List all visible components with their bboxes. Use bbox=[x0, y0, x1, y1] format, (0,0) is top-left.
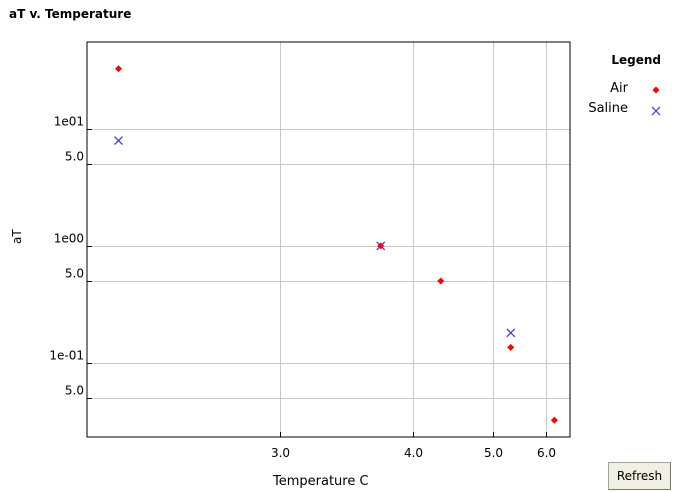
y-tick-label: 1e01 bbox=[54, 115, 84, 129]
data-point-air bbox=[507, 343, 515, 351]
legend-item-saline: Saline bbox=[588, 101, 628, 116]
refresh-button[interactable]: Refresh bbox=[608, 462, 671, 490]
data-point-air bbox=[377, 242, 385, 250]
y-tick-label: 1e-01 bbox=[49, 349, 84, 363]
x-tick-label: 4.0 bbox=[404, 446, 423, 460]
x-tick-label: 6.0 bbox=[537, 446, 556, 460]
y-tick-label: 5.0 bbox=[65, 384, 84, 398]
chart-title: aT v. Temperature bbox=[9, 7, 132, 21]
x-tick-label: 5.0 bbox=[484, 446, 503, 460]
legend-marker-air-icon bbox=[652, 86, 660, 94]
y-tick-label: 5.0 bbox=[65, 267, 84, 281]
y-axis-label: aT bbox=[10, 229, 24, 244]
legend-title: Legend bbox=[611, 53, 661, 67]
x-tick-label: 3.0 bbox=[271, 446, 290, 460]
data-point-saline bbox=[506, 328, 516, 338]
y-tick-label: 1e00 bbox=[54, 232, 84, 246]
data-point-air bbox=[115, 65, 122, 73]
data-point-air bbox=[437, 277, 445, 285]
y-tick-label: 5.0 bbox=[65, 150, 84, 164]
plot-frame bbox=[86, 41, 571, 438]
data-point-air bbox=[550, 416, 558, 424]
legend-marker-saline-icon bbox=[651, 106, 661, 116]
legend-item-air: Air bbox=[610, 81, 628, 96]
x-axis-label: Temperature C bbox=[273, 474, 369, 489]
plot-area bbox=[86, 41, 571, 438]
data-point-saline bbox=[114, 136, 123, 145]
